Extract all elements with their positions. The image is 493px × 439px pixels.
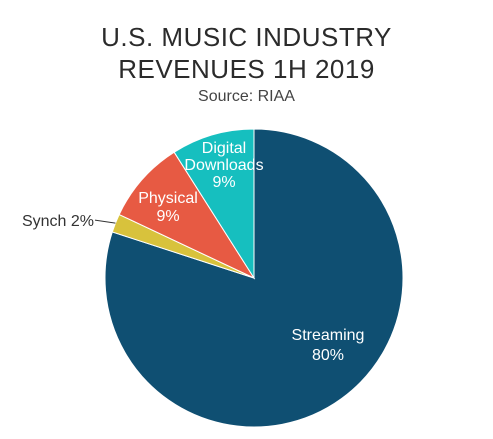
slice-label-streaming-line-2: 80%	[312, 347, 344, 364]
chart-title-line-2: REVENUES 1H 2019	[118, 54, 375, 84]
slice-label-synch: Synch 2%	[22, 213, 94, 230]
pie-slice-physical	[118, 151, 256, 280]
slice-label-digital-downloads-line-3: 9%	[212, 174, 235, 191]
slice-label-digital-downloads-line-2: Downloads	[184, 157, 263, 174]
slice-label-physical-line-1: Physical	[138, 190, 198, 207]
pie-slice-digital-downloads	[173, 128, 255, 280]
chart-subtitle: Source: RIAA	[198, 88, 295, 105]
leader-line-synch	[94, 219, 116, 224]
slice-label-physical-line-2: 9%	[156, 208, 179, 225]
chart-title-line-1: U.S. MUSIC INDUSTRY	[101, 22, 392, 52]
slice-label-digital-downloads-line-1: Digital	[202, 140, 246, 157]
slice-label-streaming-line-1: Streaming	[292, 327, 365, 344]
